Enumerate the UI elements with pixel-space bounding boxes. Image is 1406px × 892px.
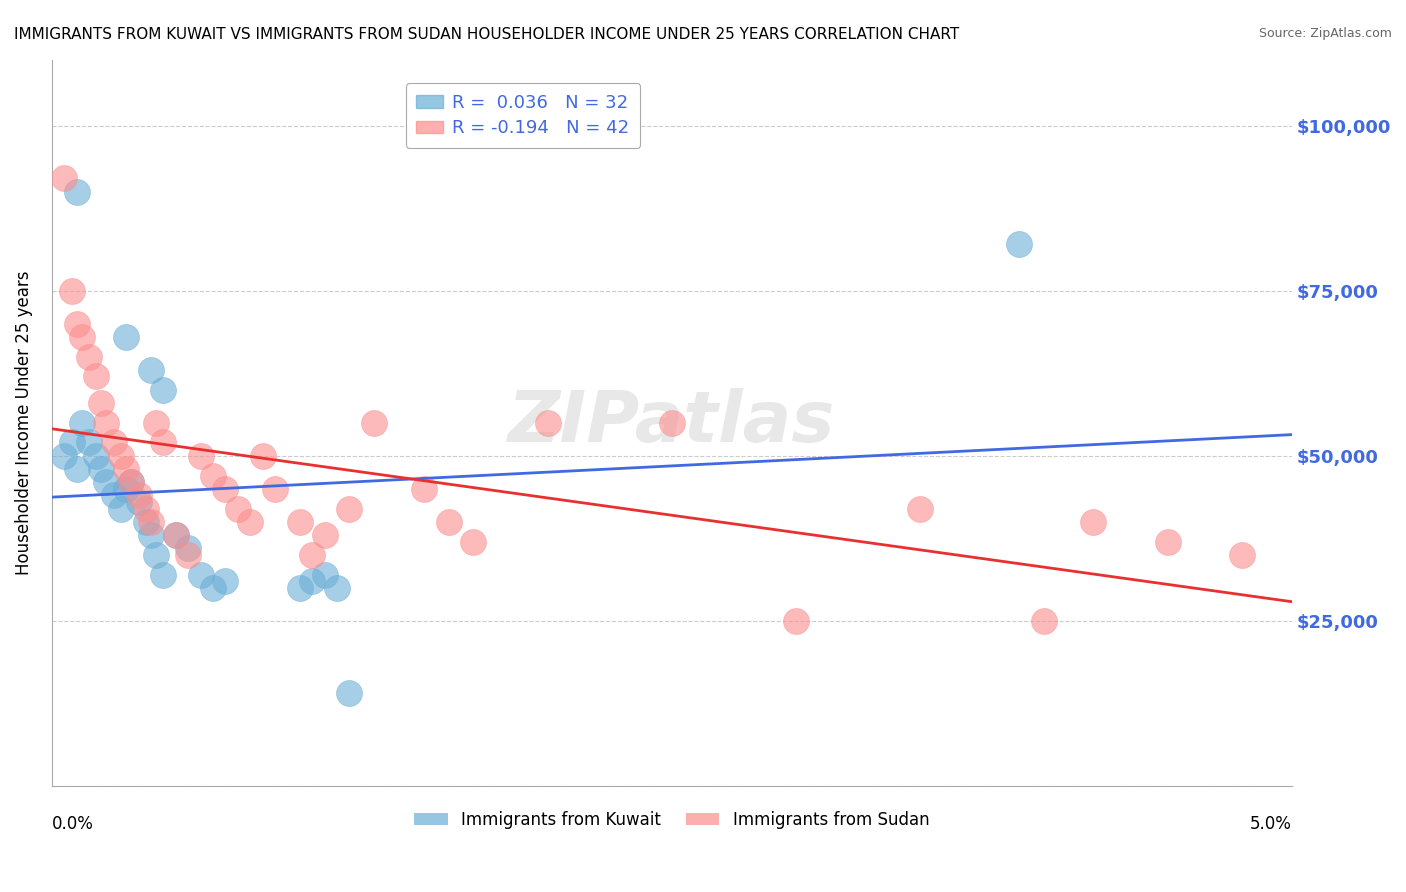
Point (115, 462, 138, 476)
Point (214, 574, 236, 588)
Point (326, 581, 349, 595)
Point (661, 416, 683, 430)
Point (135, 515, 157, 529)
Point (785, 614, 807, 628)
Point (177, 541, 200, 555)
Point (139, 528, 162, 542)
Point (214, 482, 236, 496)
Text: Source: ZipAtlas.com: Source: ZipAtlas.com (1258, 27, 1392, 40)
Point (115, 330, 138, 344)
Point (139, 363, 162, 377)
Point (165, 528, 187, 542)
Point (77, 350, 100, 364)
Point (288, 515, 311, 529)
Point (301, 574, 323, 588)
Point (53, 171, 76, 186)
Text: 0.0%: 0.0% (52, 814, 94, 833)
Point (145, 548, 167, 562)
Point (65, 462, 87, 476)
Point (152, 435, 174, 450)
Point (139, 515, 162, 529)
Point (103, 435, 125, 450)
Point (96, 475, 118, 489)
Point (60, 435, 83, 450)
Point (301, 548, 323, 562)
Point (90, 396, 112, 410)
Text: ZIPatlas: ZIPatlas (508, 388, 835, 458)
Point (1008, 237, 1031, 252)
Point (463, 534, 485, 549)
Point (152, 567, 174, 582)
Point (110, 501, 132, 516)
Point (252, 449, 274, 463)
Point (908, 501, 931, 516)
Point (1157, 534, 1180, 549)
Point (337, 686, 360, 700)
Point (1083, 515, 1105, 529)
Point (65, 185, 87, 199)
Point (70, 330, 93, 344)
Point (201, 581, 224, 595)
Point (120, 475, 142, 489)
Point (90, 462, 112, 476)
Point (239, 515, 262, 529)
Text: IMMIGRANTS FROM KUWAIT VS IMMIGRANTS FROM SUDAN HOUSEHOLDER INCOME UNDER 25 YEAR: IMMIGRANTS FROM KUWAIT VS IMMIGRANTS FRO… (14, 27, 959, 42)
Point (177, 548, 200, 562)
Point (1032, 614, 1054, 628)
Point (288, 581, 311, 595)
Point (314, 567, 336, 582)
Point (1230, 548, 1253, 562)
Point (103, 488, 125, 502)
Point (70, 416, 93, 430)
Point (264, 482, 287, 496)
Point (96, 416, 118, 430)
Text: 5.0%: 5.0% (1250, 814, 1292, 833)
Legend: Immigrants from Kuwait, Immigrants from Sudan: Immigrants from Kuwait, Immigrants from … (408, 805, 936, 836)
Point (537, 416, 560, 430)
Point (77, 435, 100, 450)
Point (86, 369, 108, 384)
Point (437, 515, 460, 529)
Point (226, 501, 249, 516)
Point (135, 501, 157, 516)
Point (145, 416, 167, 430)
Point (412, 482, 434, 496)
Point (53, 449, 76, 463)
Point (115, 482, 138, 496)
Point (363, 416, 385, 430)
Point (60, 284, 83, 298)
Point (86, 449, 108, 463)
Point (65, 317, 87, 331)
Y-axis label: Householder Income Under 25 years: Householder Income Under 25 years (15, 270, 32, 575)
Point (152, 383, 174, 397)
Point (190, 449, 212, 463)
Point (128, 495, 150, 509)
Point (165, 528, 187, 542)
Point (314, 528, 336, 542)
Point (110, 449, 132, 463)
Point (337, 501, 360, 516)
Point (201, 468, 224, 483)
Point (120, 475, 142, 489)
Point (128, 488, 150, 502)
Point (190, 567, 212, 582)
